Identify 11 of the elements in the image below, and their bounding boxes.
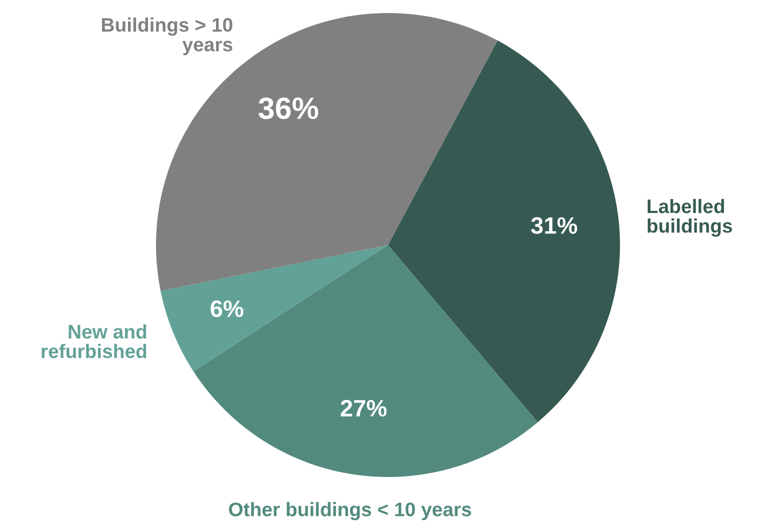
data-label: 36% [258,97,318,120]
data-label: 31% [531,217,578,234]
slice-label: Buildings > 10 years [102,18,232,56]
slice-label: Labelled buildings [648,198,732,237]
slice-label: New and refurbished [42,324,146,358]
data-label: 27% [340,400,387,417]
pie-slice [193,245,538,477]
slice-label: Other buildings < 10 years [229,502,472,520]
pie-slice [160,245,388,372]
pie-slice [388,40,620,422]
data-label: 6% [210,300,244,318]
